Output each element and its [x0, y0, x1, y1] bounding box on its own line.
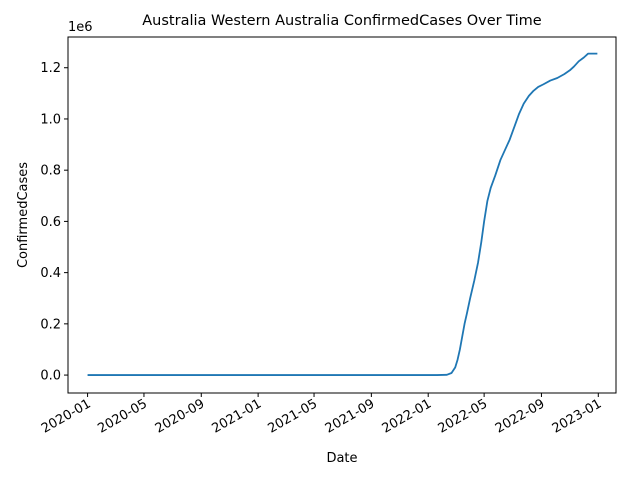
y-offset-label: 1e6 — [68, 20, 93, 35]
x-tick-label: 2022-05 — [436, 396, 491, 436]
y-tick-label: 1.0 — [40, 112, 61, 127]
x-tick-label: 2022-01 — [380, 396, 435, 436]
y-tick-label: 0.8 — [40, 164, 61, 179]
x-tick-label: 2021-01 — [210, 396, 265, 436]
x-tick-label: 2022-09 — [493, 396, 548, 436]
y-axis-label: ConfirmedCases — [16, 162, 31, 268]
x-tick-label: 2021-09 — [323, 396, 378, 436]
x-tick-label: 2020-05 — [95, 396, 150, 436]
y-tick-label: 0.0 — [40, 369, 61, 384]
x-tick-label: 2021-05 — [265, 396, 320, 436]
y-axis: 0.0 0.2 0.4 0.6 0.8 1.0 1.2 — [40, 61, 68, 384]
plot-area-frame — [67, 36, 617, 394]
x-tick-label: 2020-01 — [39, 396, 94, 436]
series-layer — [87, 52, 598, 376]
y-tick-label: 0.2 — [40, 317, 61, 332]
x-axis: 2020-01 2020-05 2020-09 2021-01 2021-05 2021-… — [39, 393, 604, 437]
y-tick-label: 0.6 — [40, 215, 61, 230]
y-tick-label: 1.2 — [40, 61, 61, 76]
series-line — [87, 52, 598, 376]
x-axis-label: Date — [326, 451, 357, 466]
x-tick-label: 2020-09 — [153, 396, 208, 436]
y-tick-label: 0.4 — [40, 266, 61, 281]
chart-title: Australia Western Australia ConfirmedCas… — [142, 13, 542, 29]
x-tick-label: 2023-01 — [550, 396, 605, 436]
